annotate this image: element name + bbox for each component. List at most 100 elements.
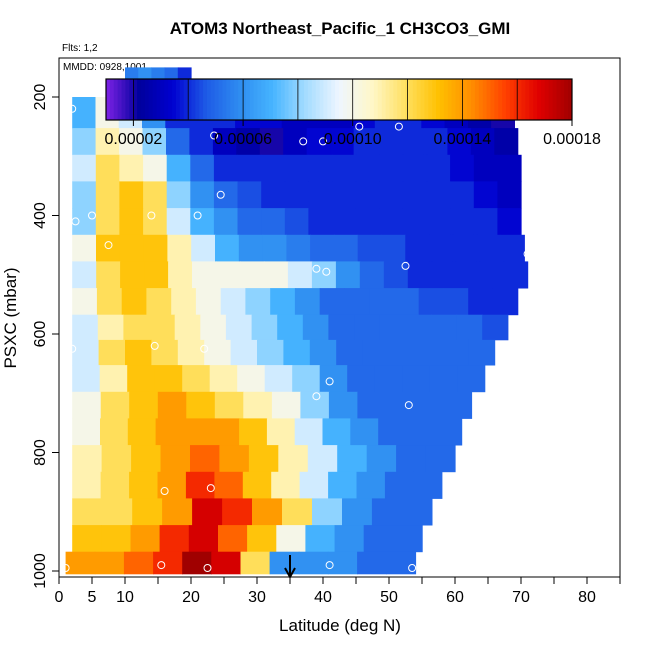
heatmap-cell — [151, 339, 179, 366]
heatmap-cell — [240, 261, 265, 289]
colorbar-segment — [160, 79, 165, 120]
sample-point — [71, 217, 80, 226]
heatmap-cell — [283, 339, 311, 366]
colorbar-segment — [241, 79, 247, 120]
heatmap-cell — [211, 551, 242, 575]
heatmap-cell — [72, 365, 101, 393]
heatmap-cell — [328, 471, 358, 499]
colorbar-segment — [179, 79, 185, 120]
heatmap-cell — [209, 365, 238, 393]
colorbar-segment — [552, 79, 557, 120]
heatmap-cell — [342, 498, 373, 526]
colorbar-tick-label: 0.00006 — [214, 131, 272, 148]
colorbar-segment — [269, 79, 274, 120]
heatmap-cell — [443, 391, 473, 419]
heatmap-cell — [473, 181, 498, 209]
latitude-marker-arrow — [284, 555, 296, 580]
x-tick-label: 30 — [248, 589, 266, 606]
heatmap-cell — [385, 391, 415, 419]
heatmap-cell — [119, 208, 144, 236]
x-tick-label: 50 — [380, 589, 398, 606]
colorbar-ticks: 0.00002 0.00006 0.00010 0.00014 0.00018 — [104, 79, 601, 148]
sample-point — [322, 267, 331, 276]
x-tick-label: 20 — [182, 589, 200, 606]
heatmap-cell — [120, 261, 145, 289]
sample-point — [68, 104, 77, 113]
heatmap-cell — [219, 445, 250, 473]
heatmap-cell — [307, 445, 338, 473]
heatmap-cell — [308, 181, 333, 209]
heatmap-cell — [284, 154, 309, 182]
heatmap-cell — [264, 365, 293, 393]
heatmap-cell — [125, 339, 152, 366]
heatmap-cell — [102, 498, 133, 526]
colorbar-segment — [560, 79, 565, 120]
colorbar-segment — [509, 79, 515, 120]
heatmap-cell — [283, 128, 308, 156]
heatmap-cell — [95, 208, 120, 236]
heatmap-cell — [195, 288, 222, 316]
colorbar-segment — [272, 79, 278, 120]
heatmap-cell — [271, 471, 301, 499]
colorbar-segment — [230, 79, 235, 120]
heatmap-cell — [72, 288, 98, 316]
heatmap-cell — [94, 551, 125, 575]
heatmap-cell — [494, 128, 519, 156]
heatmap-cell — [425, 445, 456, 473]
heatmap-cell — [168, 261, 193, 289]
heatmap-cell — [266, 418, 296, 446]
x-tick-label: 80 — [578, 589, 596, 606]
heatmap-cell — [99, 365, 128, 393]
colorbar-segment — [137, 79, 142, 120]
colorbar-segment — [540, 79, 546, 120]
colorbar-segment — [206, 79, 212, 120]
heatmap-cell — [240, 551, 271, 575]
heatmap-cell — [95, 154, 120, 182]
heatmap-cell — [302, 314, 329, 341]
heatmap-cell — [263, 261, 289, 289]
heatmap-cell — [212, 128, 237, 156]
sample-point — [299, 137, 308, 146]
heatmap-cell — [362, 339, 390, 366]
x-tick-label: 40 — [314, 589, 332, 606]
colorbar-segment — [168, 79, 173, 120]
heatmap-cell — [452, 234, 478, 262]
heatmap-cell — [377, 128, 401, 156]
heatmap-cell — [119, 234, 145, 262]
heatmap-cell — [473, 208, 498, 236]
heatmap-cell — [252, 498, 283, 526]
y-axis: 200 400 600 800 1000 — [32, 84, 59, 589]
heatmap-cell — [310, 234, 335, 262]
colorbar-segment — [257, 79, 262, 120]
heatmap-cell — [357, 551, 387, 575]
heatmap-cell — [384, 471, 414, 499]
colorbar-segment — [377, 79, 383, 120]
colorbar-segment — [482, 79, 488, 120]
colorbar-segment — [245, 79, 251, 120]
colorbar-segment — [319, 79, 324, 120]
heatmap-cell — [426, 208, 451, 236]
heatmap-cell — [146, 288, 172, 316]
heatmap-cell — [330, 128, 355, 156]
heatmap-cell — [286, 234, 311, 262]
heatmap-cell — [166, 154, 191, 182]
heatmap-cell — [305, 525, 336, 553]
heatmap-cell — [182, 365, 211, 393]
colorbar-segment — [331, 79, 336, 120]
heatmap-cell — [65, 551, 96, 575]
heatmap-cell — [378, 418, 407, 446]
heatmap-cell — [238, 234, 264, 262]
heatmap-cell — [72, 498, 103, 526]
heatmap-cell — [96, 261, 121, 289]
heatmap-cell — [374, 365, 403, 393]
colorbar-tick-label: 0.00002 — [104, 131, 162, 148]
colorbar-segment — [218, 79, 223, 120]
colorbar-segment — [568, 79, 573, 120]
heatmap-cell — [389, 339, 416, 366]
heatmap-cell — [383, 261, 409, 289]
heatmap-cell — [396, 445, 427, 473]
heatmap-cell — [101, 445, 132, 473]
heatmap-cell — [131, 445, 162, 473]
heatmap-cell — [353, 128, 378, 156]
heatmap-cell — [186, 391, 216, 419]
